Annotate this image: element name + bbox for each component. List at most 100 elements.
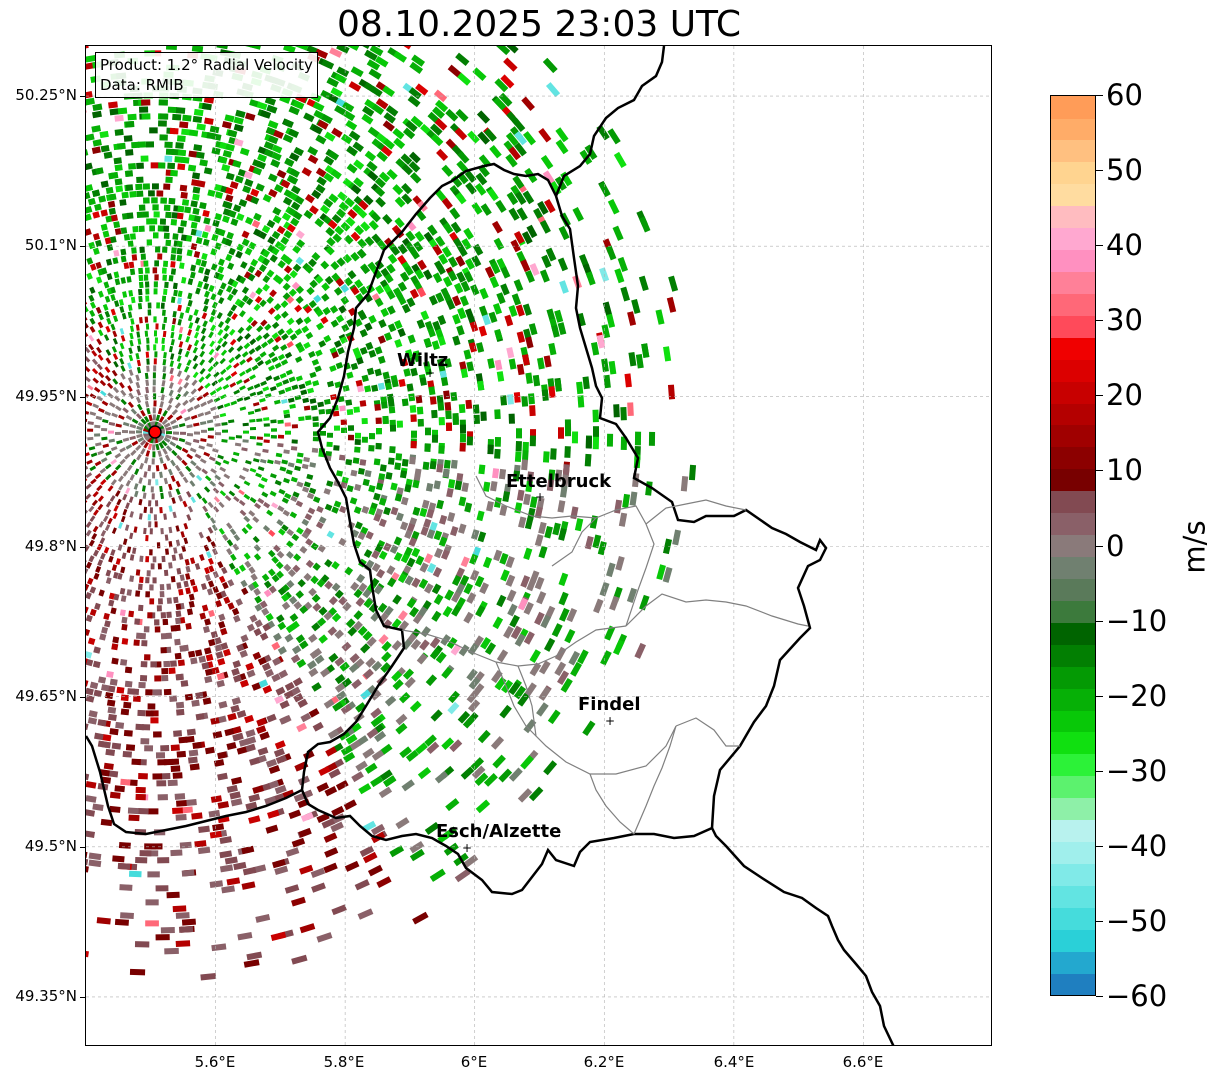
- echo-bin: [301, 167, 312, 177]
- echo-bin: [202, 320, 208, 328]
- echo-bin: [445, 422, 453, 431]
- echo-bin: [494, 448, 501, 459]
- echo-bin: [617, 256, 628, 273]
- echo-bin: [315, 521, 324, 529]
- echo-bin: [185, 235, 193, 242]
- colorbar-segment: [1051, 315, 1095, 338]
- echo-bin: [211, 380, 218, 387]
- echo-bin: [361, 436, 369, 443]
- echo-bin: [310, 405, 318, 411]
- echo-bin: [429, 636, 441, 649]
- echo-bin: [128, 290, 134, 297]
- echo-bin: [257, 466, 265, 472]
- echo-bin: [398, 46, 413, 50]
- echo-bin: [186, 608, 194, 616]
- echo-bin: [154, 337, 158, 344]
- echo-bin: [126, 464, 133, 472]
- colorbar-segment: [1051, 161, 1095, 185]
- echo-bin: [634, 642, 647, 659]
- echo-bin: [176, 362, 182, 370]
- echo-bin: [150, 486, 154, 493]
- radar-location-marker[interactable]: [148, 425, 162, 439]
- echo-bin: [120, 566, 126, 574]
- echo-bin: [97, 290, 104, 298]
- echo-bin: [146, 407, 151, 415]
- echo-bin: [471, 765, 486, 780]
- echo-bin: [460, 766, 475, 780]
- echo-bin: [135, 396, 142, 404]
- echo-bin: [284, 256, 293, 265]
- echo-bin: [507, 394, 514, 405]
- echo-bin: [292, 100, 305, 110]
- echo-bin: [528, 323, 538, 336]
- echo-bin: [353, 610, 364, 621]
- echo-bin: [247, 385, 254, 392]
- echo-bin: [442, 222, 454, 234]
- echo-bin: [337, 346, 345, 355]
- echo-bin: [639, 594, 650, 611]
- colorbar-tick: [1096, 545, 1103, 547]
- echo-bin: [272, 344, 280, 352]
- lon-label: 5.8°E: [323, 1053, 365, 1071]
- echo-bin: [564, 446, 571, 458]
- echo-bin: [364, 562, 373, 572]
- echo-bin: [467, 643, 479, 656]
- colorbar-segment: [1051, 183, 1095, 207]
- echo-bin: [231, 457, 238, 463]
- echo-bin: [233, 674, 242, 683]
- echo-bin: [177, 386, 183, 393]
- echo-bin: [546, 479, 555, 492]
- echo-bin: [232, 660, 242, 669]
- echo-bin: [414, 268, 425, 280]
- echo-bin: [239, 310, 246, 318]
- echo-bin: [615, 556, 625, 571]
- echo-bin: [311, 622, 321, 632]
- echo-bin: [297, 578, 306, 588]
- echo-bin: [94, 602, 101, 611]
- echo-bin: [238, 198, 248, 208]
- echo-bin: [149, 225, 156, 232]
- echo-bin: [269, 385, 277, 392]
- echo-bin: [393, 536, 403, 546]
- echo-bin: [328, 596, 338, 606]
- echo-bin: [114, 918, 129, 926]
- echo-bin: [286, 528, 295, 537]
- echo-bin: [170, 419, 177, 425]
- echo-bin: [576, 312, 586, 327]
- echo-bin: [127, 113, 137, 121]
- echo-bin: [253, 303, 261, 312]
- echo-bin: [271, 151, 282, 161]
- echo-bin: [419, 507, 428, 518]
- echo-bin: [314, 365, 322, 373]
- colorbar-segment: [1051, 227, 1095, 251]
- echo-bin: [390, 506, 399, 516]
- echo-bin: [276, 225, 286, 235]
- echo-bin: [190, 200, 198, 208]
- echo-bin: [173, 596, 179, 604]
- echo-bin: [137, 303, 143, 310]
- echo-bin: [181, 545, 187, 553]
- echo-bin: [123, 233, 131, 241]
- echo-bin: [491, 220, 503, 234]
- echo-bin: [210, 717, 220, 725]
- echo-bin: [239, 370, 246, 377]
- echo-bin: [356, 385, 365, 393]
- echo-bin: [164, 141, 173, 148]
- echo-bin: [300, 389, 308, 396]
- echo-bin: [200, 327, 207, 335]
- echo-bin: [518, 516, 527, 529]
- echo-bin: [500, 74, 515, 89]
- echo-bin: [232, 451, 240, 457]
- echo-bin: [176, 567, 182, 575]
- echo-bin: [181, 447, 189, 454]
- echo-bin: [207, 557, 214, 565]
- echo-bin: [334, 674, 346, 685]
- echo-bin: [200, 429, 208, 433]
- echo-bin: [508, 413, 515, 424]
- radar-map[interactable]: [85, 45, 992, 1046]
- echo-bin: [177, 149, 187, 157]
- echo-bin: [234, 442, 242, 447]
- echo-bin: [280, 179, 291, 189]
- echo-bin: [229, 791, 241, 800]
- echo-bin: [111, 527, 117, 535]
